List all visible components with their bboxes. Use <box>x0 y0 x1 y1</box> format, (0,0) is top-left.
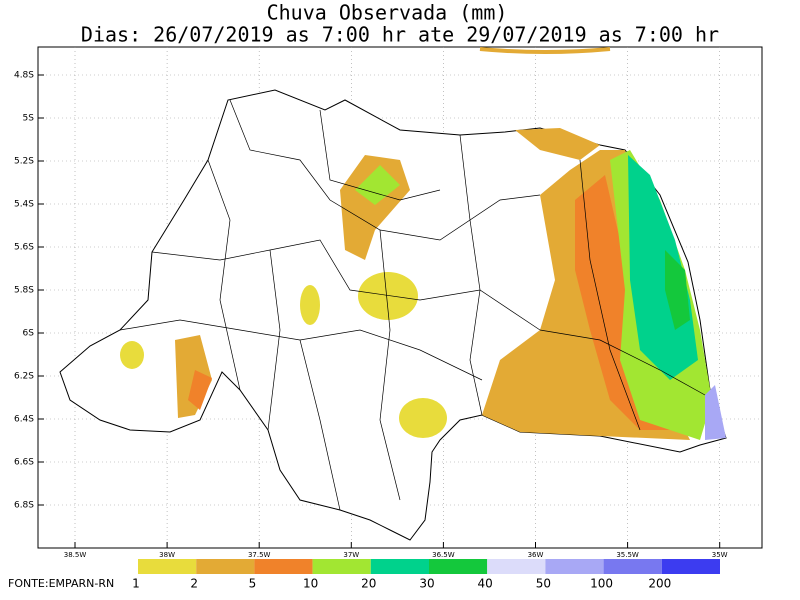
legend-swatch <box>661 559 720 574</box>
lat-label: 6.8S <box>14 501 34 511</box>
legend-swatch <box>429 559 488 574</box>
lat-label: 5.2S <box>14 157 34 167</box>
legend-swatch <box>603 559 662 574</box>
legend-label: 20 <box>361 577 376 591</box>
lat-label: 5S <box>23 114 35 124</box>
legend-swatch <box>138 559 197 574</box>
legend-label: 2 <box>190 577 198 591</box>
lon-label: 36.5W <box>432 551 455 559</box>
municipal-borders <box>119 99 706 511</box>
legend-swatch <box>545 559 604 574</box>
state-map <box>59 89 727 541</box>
legend-label: 10 <box>303 577 318 591</box>
legend-swatch <box>487 559 546 574</box>
lon-label: 35W <box>712 551 728 559</box>
lat-label: 5.4S <box>14 200 34 210</box>
title: Chuva Observada (mm) <box>267 1 508 25</box>
lat-label: 6.6S <box>14 458 34 468</box>
rain-area <box>358 272 418 320</box>
legend-swatch <box>196 559 255 574</box>
lat-labels: 4.8S 5S 5.2S 5.4S 5.6S 5.8S 6S 6.2S 6.4S 6.6S 6.8S <box>14 71 44 511</box>
rain-area <box>355 165 400 205</box>
legend-swatch <box>254 559 313 574</box>
rain-area <box>300 285 320 325</box>
rain-area <box>515 128 600 160</box>
lon-label: 37W <box>343 551 359 559</box>
lon-label: 38W <box>159 551 175 559</box>
legend-label: 30 <box>419 577 434 591</box>
lon-label: 37.5W <box>248 551 271 559</box>
legend-swatch <box>370 559 429 574</box>
legend-label: 1 <box>132 577 140 591</box>
rain-area <box>399 398 447 438</box>
lat-label: 4.8S <box>14 71 34 81</box>
rain-area <box>188 370 212 410</box>
rain-area <box>705 385 726 440</box>
lon-label: 35.5W <box>616 551 639 559</box>
rain-area <box>120 341 144 369</box>
legend-label: 200 <box>648 577 671 591</box>
lat-label: 6.2S <box>14 372 34 382</box>
lon-label: 36W <box>528 551 544 559</box>
source: FONTE:EMPARN-RN <box>8 577 114 590</box>
subtitle: Dias: 26/07/2019 as 7:00 hr ate 29/07/20… <box>81 23 719 47</box>
legend: 1 2 5 10 20 30 40 50 100 200 <box>132 559 720 591</box>
map-frame <box>37 46 763 549</box>
lon-labels: 38.5W 38W 37.5W 37W 36.5W 36W 35.5W 35W <box>64 542 728 559</box>
rain-area <box>479 47 611 54</box>
rain-area <box>665 250 690 330</box>
legend-label: 50 <box>536 577 551 591</box>
legend-label: 100 <box>590 577 613 591</box>
legend-swatch <box>312 559 371 574</box>
legend-label: 40 <box>478 577 493 591</box>
lat-label: 6S <box>23 329 35 339</box>
lat-label: 5.8S <box>14 286 34 296</box>
lat-label: 6.4S <box>14 415 34 425</box>
lat-label: 5.6S <box>14 243 34 253</box>
legend-label: 5 <box>249 577 257 591</box>
lon-label: 38.5W <box>64 551 87 559</box>
